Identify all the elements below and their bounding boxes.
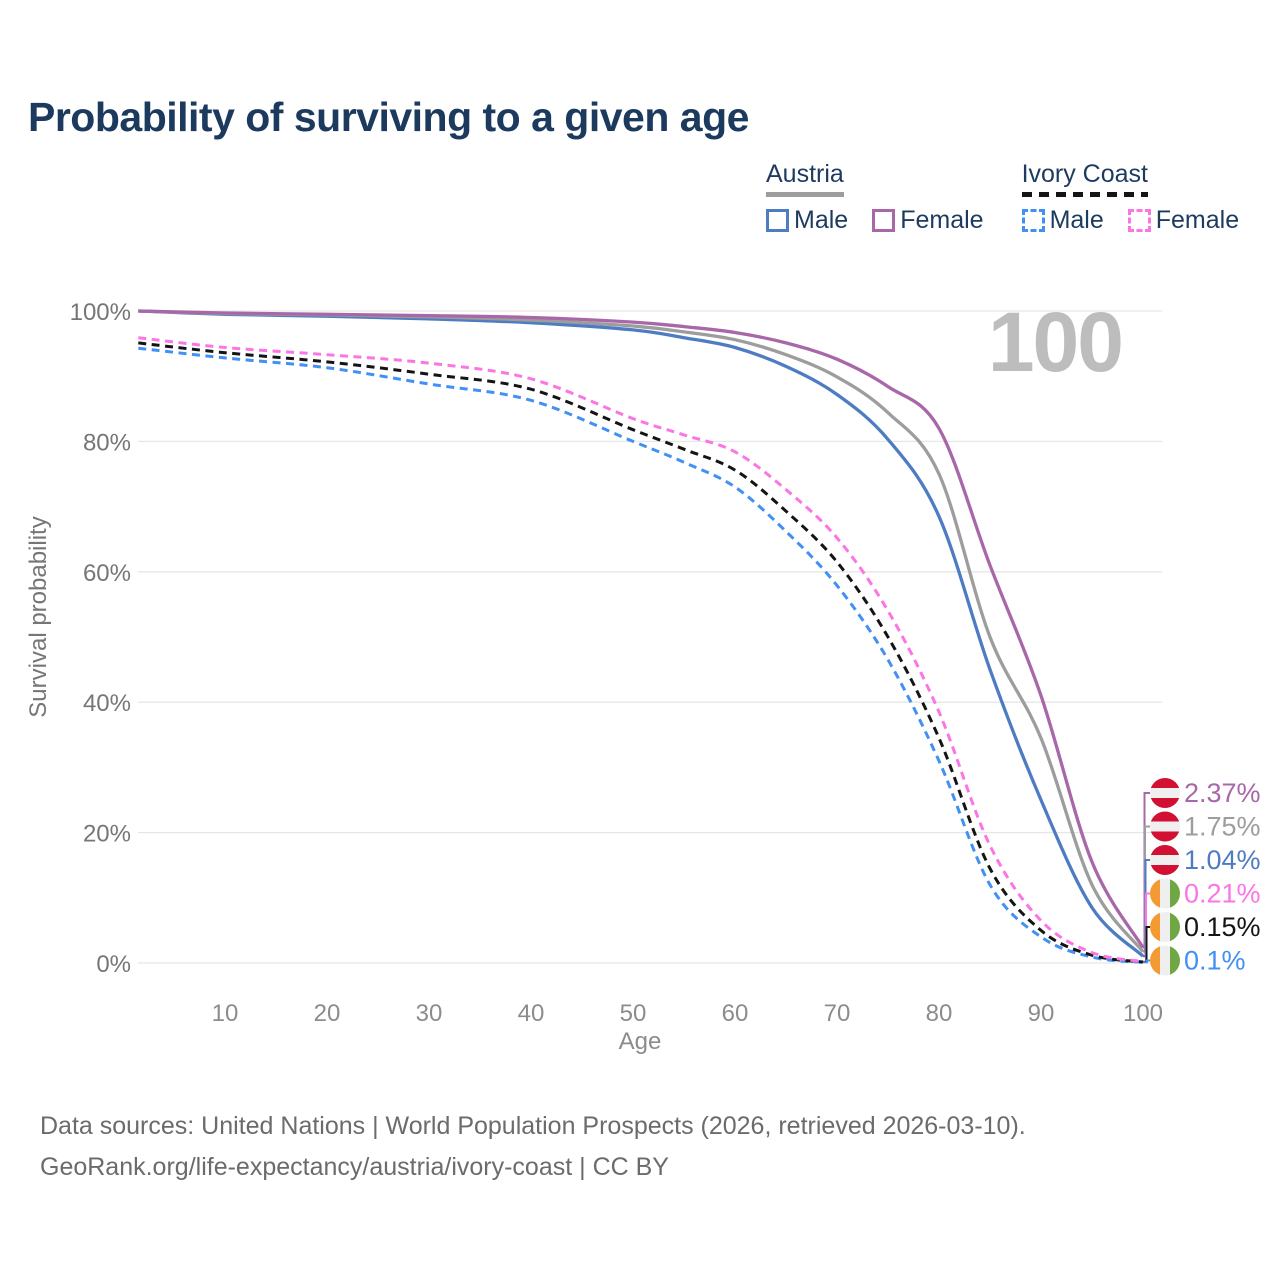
legend-row-ivory-coast: Male Female: [1021, 206, 1240, 235]
flag-stripe: [1150, 865, 1180, 875]
ivory-coast-flag-icon: [1150, 878, 1180, 909]
series-line-ivory-coast-male[interactable]: [138, 346, 1144, 964]
y-axis-title: Survival probability: [25, 516, 52, 717]
austria-flag-icon: [1150, 845, 1180, 875]
age-watermark: 100: [988, 295, 1122, 389]
flag-stripe: [1150, 845, 1180, 855]
flag-stripe: [1170, 878, 1180, 909]
legend: Austria Male Female Ivory Coast Male: [766, 160, 1239, 235]
footer-data-sources: Data sources: United Nations | World Pop…: [40, 1112, 1026, 1140]
legend-item-ivory-coast-female[interactable]: Female: [1127, 206, 1240, 235]
legend-group-austria: Austria Male Female: [766, 160, 984, 235]
y-tick-label: 60%: [83, 560, 131, 587]
x-tick-label: 60: [722, 1000, 749, 1027]
legend-group-ivory-coast: Ivory Coast Male Female: [1021, 160, 1240, 235]
austria-female-swatch-icon: [872, 209, 896, 232]
ivory-coast-flag-icon: [1150, 912, 1180, 942]
flag-stripe: [1170, 945, 1180, 976]
y-tick-label: 80%: [83, 429, 131, 456]
flag-stripe: [1160, 945, 1170, 976]
x-tick-label: 30: [416, 1000, 443, 1027]
flag-stripe: [1150, 831, 1180, 842]
austria-flag-icon: [1150, 811, 1180, 842]
ivory-coast-female-swatch-icon: [1127, 209, 1151, 232]
legend-header-austria: Austria: [766, 160, 844, 197]
series-line-austria-female[interactable]: [138, 309, 1145, 949]
flag-stripe: [1150, 778, 1180, 788]
footer: Data sources: United Nations | World Pop…: [40, 1106, 1026, 1188]
legend-item-austria-male[interactable]: Male: [766, 206, 848, 235]
legend-header-ivory-coast: Ivory Coast: [1021, 160, 1148, 197]
flag-stripe: [1150, 912, 1160, 942]
endpoint-label: 0.15%: [1184, 912, 1261, 942]
endpoint-label: 2.37%: [1184, 778, 1261, 808]
footer-attribution-url: GeoRank.org/life-expectancy/austria/ivor…: [40, 1153, 669, 1181]
page-title: Probability of surviving to a given age: [28, 94, 749, 140]
legend-header-austria-label: Austria: [766, 160, 844, 188]
flag-stripe: [1170, 912, 1180, 942]
endpoint-label: 0.21%: [1184, 879, 1261, 909]
y-tick-label: 40%: [83, 690, 131, 717]
ivory-coast-male-swatch-icon: [1021, 209, 1045, 232]
series-line-austria-male[interactable]: [138, 309, 1145, 958]
flag-stripe: [1160, 912, 1170, 942]
series-line-ivory-coast-female[interactable]: [138, 336, 1144, 964]
flag-stripe: [1160, 878, 1170, 909]
flag-stripe: [1150, 788, 1180, 798]
x-axis-title: Age: [619, 1028, 662, 1055]
austria-flag-icon: [1150, 778, 1180, 808]
x-tick-label: 20: [314, 1000, 341, 1027]
flag-stripe: [1150, 811, 1180, 822]
endpoint-connector: [1143, 959, 1150, 964]
x-tick-label: 80: [926, 1000, 953, 1027]
x-tick-label: 70: [824, 1000, 851, 1027]
y-tick-label: 100%: [70, 299, 131, 326]
series-line-ivory-coast[interactable]: [138, 341, 1144, 964]
legend-item-label: Female: [900, 206, 984, 234]
legend-header-ivory-coast-label: Ivory Coast: [1021, 160, 1148, 188]
legend-item-label: Female: [1155, 206, 1240, 234]
x-tick-label: 90: [1028, 1000, 1055, 1027]
endpoint-label: 0.1%: [1184, 946, 1246, 976]
series-line-austria[interactable]: [138, 309, 1145, 953]
austria-line-swatch: [766, 192, 844, 197]
flag-stripe: [1150, 945, 1160, 976]
y-tick-label: 0%: [96, 951, 131, 978]
ivory-coast-flag-icon: [1150, 945, 1180, 976]
legend-item-austria-female[interactable]: Female: [872, 206, 984, 235]
x-tick-label: 100: [1123, 1000, 1163, 1027]
endpoint-label: 1.75%: [1184, 812, 1261, 842]
y-tick-label: 20%: [83, 821, 131, 848]
flag-stripe: [1150, 855, 1180, 865]
x-tick-label: 40: [518, 1000, 545, 1027]
endpoint-label: 1.04%: [1184, 845, 1261, 875]
x-tick-label: 10: [212, 1000, 239, 1027]
austria-male-swatch-icon: [766, 209, 789, 232]
legend-item-label: Male: [794, 206, 849, 234]
legend-row-austria: Male Female: [766, 206, 984, 235]
legend-item-label: Male: [1049, 206, 1104, 234]
flag-stripe: [1150, 798, 1180, 808]
flag-stripe: [1150, 821, 1180, 832]
flag-stripe: [1150, 878, 1160, 909]
legend-item-ivory-coast-male[interactable]: Male: [1021, 206, 1104, 235]
x-tick-label: 50: [620, 1000, 647, 1027]
ivory-coast-line-swatch: [1021, 192, 1148, 197]
